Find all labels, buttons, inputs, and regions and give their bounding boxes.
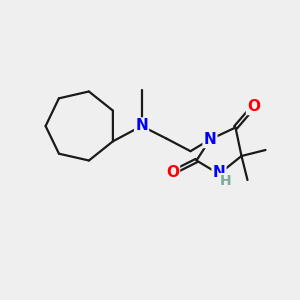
Text: N: N — [204, 132, 216, 147]
Text: N: N — [135, 118, 148, 134]
Text: N: N — [213, 165, 225, 180]
Text: H: H — [220, 174, 231, 188]
Text: O: O — [247, 99, 260, 114]
Text: O: O — [166, 165, 179, 180]
